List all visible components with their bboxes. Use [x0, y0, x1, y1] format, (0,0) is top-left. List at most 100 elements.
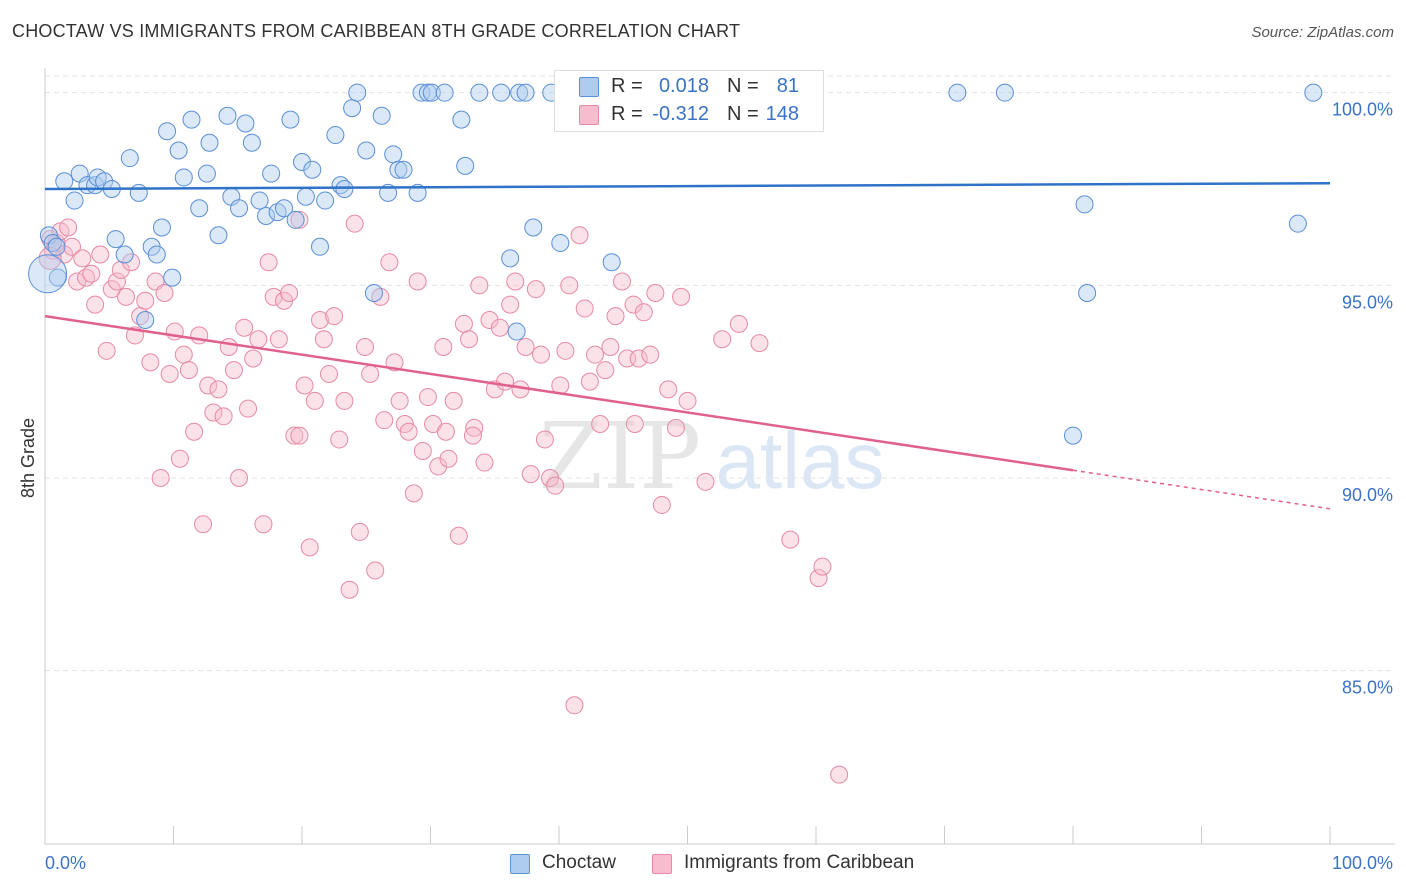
caribbean-point [385, 353, 404, 372]
caribbean-point [355, 337, 374, 356]
caribbean-point [535, 430, 554, 449]
choctaw-point [1075, 195, 1094, 214]
caribbean-point [666, 418, 685, 437]
choctaw-point [147, 245, 166, 264]
caribbean-point [490, 318, 509, 337]
caribbean-point [59, 218, 78, 237]
choctaw-point [551, 233, 570, 252]
choctaw-point [470, 83, 489, 102]
choctaw-point [200, 133, 219, 152]
choctaw-point [174, 168, 193, 187]
caribbean-point [521, 465, 540, 484]
caribbean-point [350, 522, 369, 541]
choctaw-point [384, 145, 403, 164]
caribbean-point [111, 260, 130, 279]
trend-lines [44, 181, 1331, 510]
bottom-legend-swatch-blue [510, 854, 530, 874]
axis-labels: 100.0% 95.0% 90.0% 85.0% 0.0% 100.0% 8th Grade [18, 100, 1393, 873]
caribbean-point [160, 364, 179, 383]
choctaw-trend-line [44, 181, 1331, 191]
legend-swatch-pink [579, 105, 599, 125]
choctaw-point [28, 254, 68, 294]
caribbean-point [678, 391, 697, 410]
legend-row-caribbean: R = -0.312 N = 148 [555, 101, 823, 129]
caribbean-point [463, 426, 482, 445]
choctaw-point [281, 110, 300, 129]
caribbean-point [629, 349, 648, 368]
choctaw-point [310, 237, 329, 256]
caribbean-point [470, 276, 489, 295]
choctaw-point [335, 180, 354, 198]
choctaw-point [372, 106, 391, 125]
caribbean-point [460, 330, 479, 349]
watermark-atlas: atlas [716, 416, 885, 505]
caribbean-point [136, 291, 155, 310]
choctaw-point [1064, 426, 1082, 445]
caribbean-point [361, 364, 380, 383]
choctaw-point [510, 83, 529, 102]
legend-r-label: R = [611, 75, 643, 97]
caribbean-point [170, 449, 189, 468]
choctaw-point [296, 187, 315, 206]
caribbean-point [408, 272, 427, 291]
caribbean-point [532, 345, 551, 364]
caribbean-point [575, 299, 594, 318]
choctaw-point [1288, 214, 1307, 233]
axes [44, 68, 1395, 845]
caribbean-point [249, 330, 268, 349]
source-label: Source: ZipAtlas.com [1251, 24, 1394, 41]
caribbean-point [310, 311, 329, 329]
y-tick-label: 95.0% [1342, 292, 1393, 312]
caribbean-point [465, 418, 484, 437]
choctaw-point [209, 226, 228, 245]
caribbean-point [254, 515, 273, 534]
caribbean-point [375, 411, 394, 430]
choctaw-point [106, 230, 125, 249]
caribbean-point [809, 569, 828, 588]
caribbean-point [436, 422, 455, 441]
caribbean-point [601, 337, 620, 356]
caribbean-point [454, 314, 473, 333]
caribbean-point [38, 246, 62, 270]
choctaw-point [275, 199, 294, 218]
choctaw-point [230, 199, 249, 218]
caribbean-point [209, 380, 228, 399]
caribbean-point [194, 515, 213, 534]
caribbean-point [366, 561, 385, 580]
caribbean-point [345, 214, 364, 233]
caribbean-point [239, 399, 258, 418]
caribbean-point [199, 376, 218, 395]
caribbean-point [295, 376, 314, 395]
caribbean-point [399, 422, 418, 441]
caribbean-point [174, 345, 193, 364]
caribbean-point [62, 237, 81, 256]
legend-r-value: 0.018 [658, 75, 709, 97]
caribbean-point [300, 538, 319, 557]
caribbean-point [516, 337, 535, 356]
caribbean-point [580, 372, 599, 391]
choctaw-point [348, 83, 367, 102]
caribbean-point [340, 580, 359, 599]
caribbean-point [214, 407, 233, 426]
y-tick-label: 100.0% [1332, 100, 1393, 120]
caribbean-point [259, 253, 278, 272]
caribbean-point [596, 361, 615, 380]
caribbean-point [646, 284, 665, 303]
choctaw-point [152, 218, 171, 237]
choctaw-point [1078, 284, 1097, 303]
caribbean-point [429, 457, 448, 476]
choctaw-point [218, 106, 237, 125]
caribbean-point [73, 249, 92, 268]
caribbean-point [506, 272, 525, 291]
caribbean-point [624, 295, 643, 314]
y-axis-title: 8th Grade [18, 418, 38, 498]
choctaw-point [524, 218, 543, 237]
caribbean-point [696, 472, 715, 491]
legend-n-value: 148 [765, 103, 799, 125]
x-tick-label: 0.0% [45, 853, 86, 873]
caribbean-point [449, 526, 468, 545]
watermark-zip: ZIP [539, 403, 701, 510]
caribbean-point [496, 372, 515, 391]
caribbean-point [230, 468, 249, 487]
